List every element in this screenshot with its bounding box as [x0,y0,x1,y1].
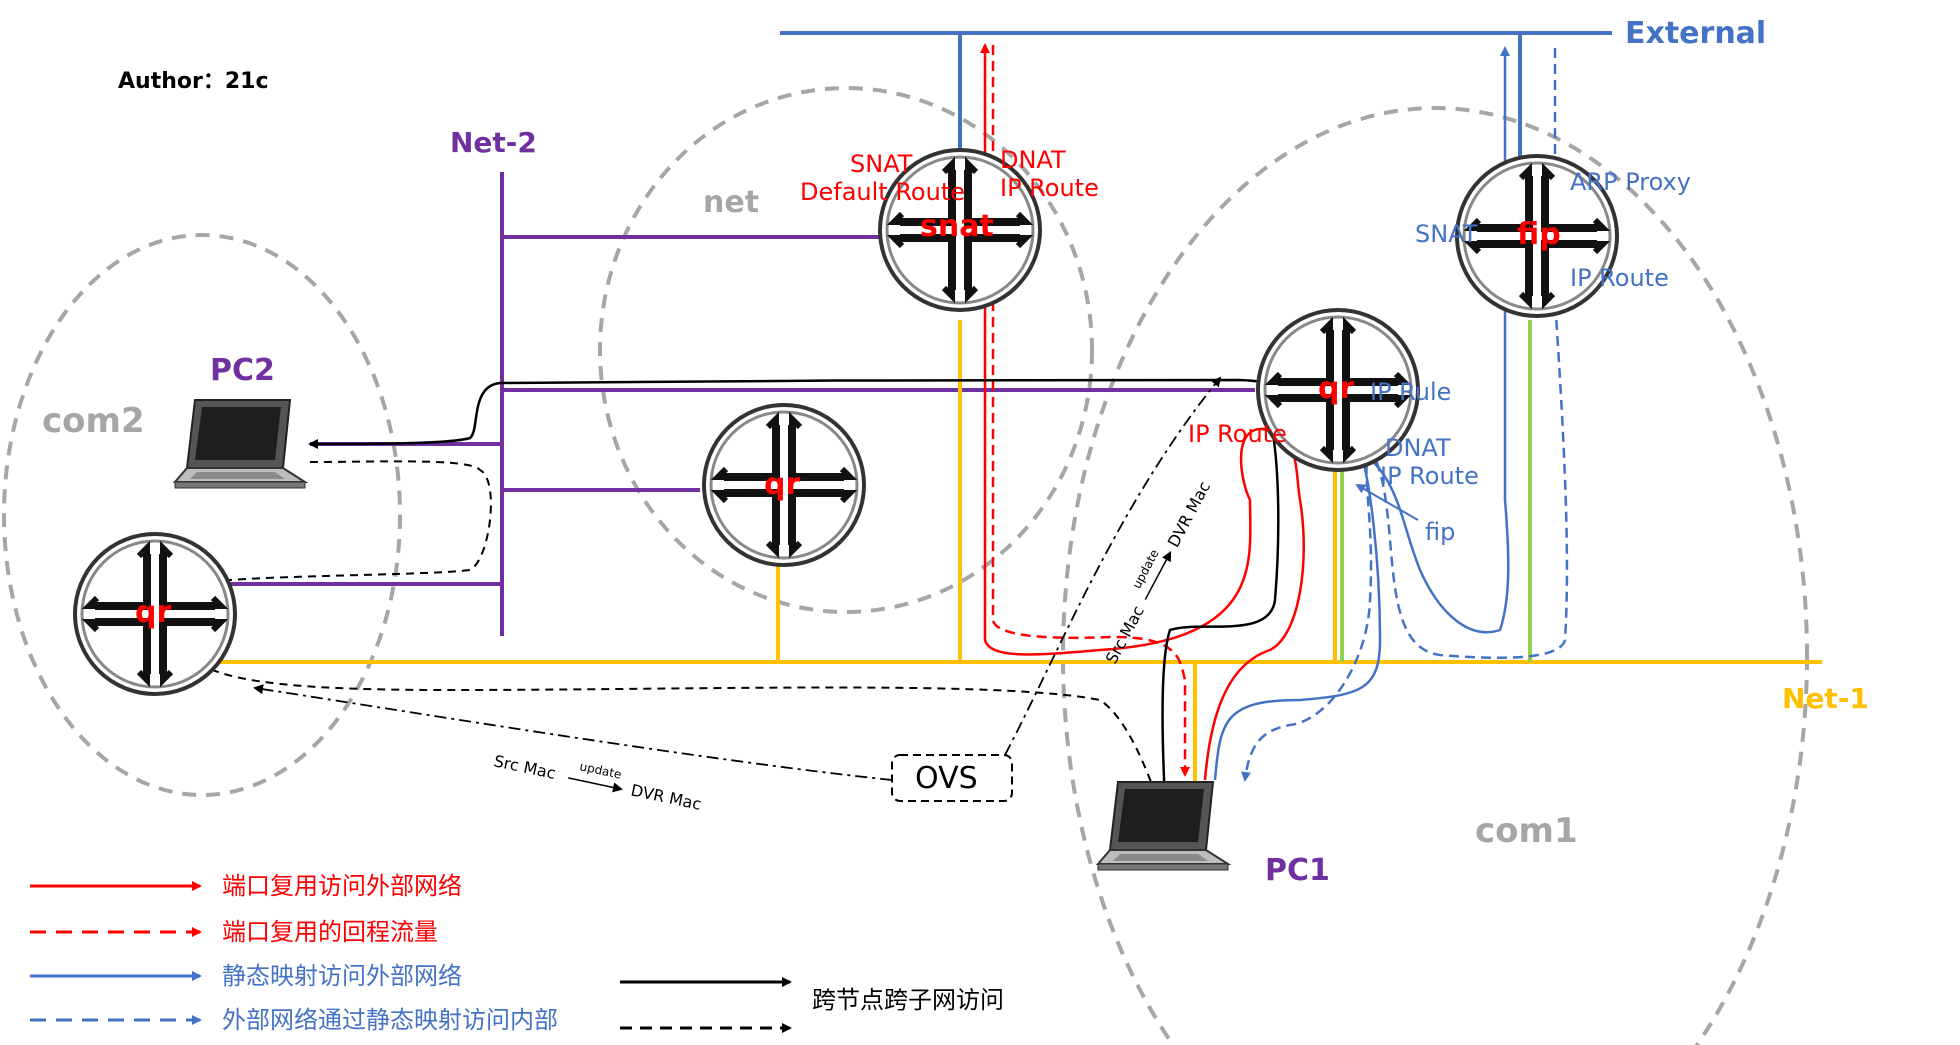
qr-ip-route-label: IP Route [1188,420,1287,448]
mac2-src-label: Src Mac [492,751,557,783]
author-label: Author：21c [118,69,269,94]
mac1-dvr-label: DVR Mac [1164,478,1214,550]
net1-label: Net-1 [1782,682,1869,715]
zone-com1 [1061,106,1809,1045]
mac1-update-label: update [1130,547,1162,591]
router-qr-com1-label: qr [1318,371,1354,406]
router-snat-label: snat [920,209,994,244]
legend-text-blue-dashed: 外部网络通过静态映射访问内部 [222,1006,558,1034]
snat-right-label-1: DNAT [1000,146,1066,174]
zone-com2-label: com2 [42,401,145,441]
mac2-arrow [568,777,623,793]
blue-dashed-flow [1241,48,1569,782]
laptop-pc1[interactable] [1097,781,1229,871]
pc1-label: PC1 [1265,853,1330,888]
router-qr-com2-label: qr [135,595,171,630]
mac2-update-label: update [578,759,622,781]
net2-label: Net-2 [450,126,537,159]
snat-left-label-1: SNAT [850,150,913,178]
zone-com2 [2,233,402,797]
legend-text-blue-solid: 静态映射访问外部网络 [222,962,462,990]
fip-left-label: SNAT [1415,220,1478,248]
mac-update-com1: Src Mac update DVR Mac [1102,478,1214,667]
zone-net [598,86,1094,614]
legend: 端口复用访问外部网络 端口复用的回程流量 静态映射访问外部网络 外部网络通过静态… [30,872,1004,1034]
router-fip-label: fip [1517,217,1561,252]
qr-dnat-route-label: IP Route [1380,462,1479,490]
mac2-dvr-label: DVR Mac [629,780,703,813]
qr-dnat-label: DNAT [1385,434,1451,462]
mac-update-com2: Src Mac update DVR Mac [492,751,703,814]
pc2-label: PC2 [210,353,275,388]
ovs-box[interactable] [891,754,1013,802]
zone-net-label: net [703,185,759,220]
external-uplinks [958,33,1522,160]
ovs-link-com1 [1004,376,1222,756]
mac1-arrow [1144,550,1172,600]
black-solid-flow [308,378,1280,801]
external-label: External [1625,16,1766,51]
black-dashed-flow [176,460,1162,807]
fip-pointer [1355,484,1419,521]
legend-text-red-solid: 端口复用访问外部网络 [222,872,462,900]
zone-com1-label: com1 [1475,811,1578,851]
red-dashed-flow [991,45,1190,777]
fip-right-label-1: ARP Proxy [1570,168,1691,196]
fip-right-label-2: IP Route [1570,264,1669,292]
legend-text-black: 跨节点跨子网访问 [812,986,1004,1014]
fip-tag-label: fip [1425,518,1455,546]
snat-left-label-2: Default Route [800,178,965,206]
router-qr-net-label: qr [764,467,800,502]
laptop-pc2[interactable] [174,399,306,489]
qr-ip-rule-label: IP Rule [1370,378,1451,406]
ovs-label: OVS [915,761,978,796]
red-solid-flow [980,43,1305,781]
legend-text-red-dashed: 端口复用的回程流量 [222,918,438,946]
net1-drops [776,320,1337,790]
snat-right-label-2: IP Route [1000,174,1099,202]
mac1-src-label: Src Mac [1102,603,1148,667]
